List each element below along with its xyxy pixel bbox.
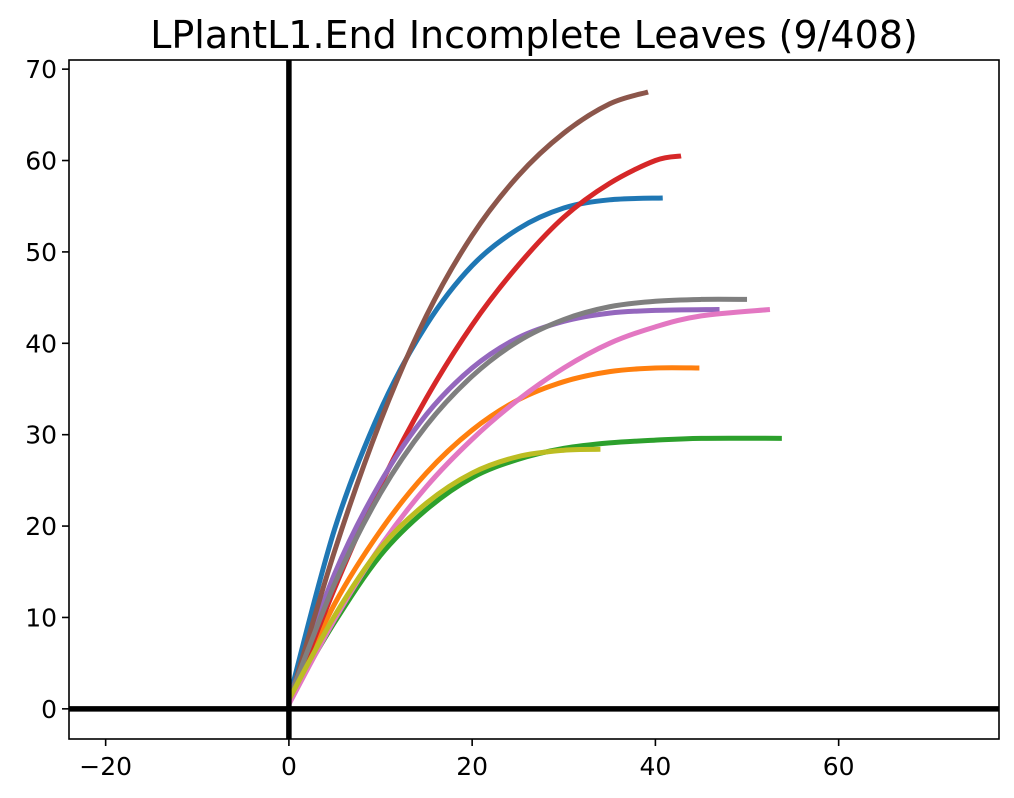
axes: −20 0 20 40 60 0 10 20 30 40 50 60 70	[25, 55, 1000, 781]
y-tick-label: 50	[25, 238, 57, 267]
series-line-9	[286, 446, 601, 701]
reference-lines	[69, 60, 999, 739]
y-tick-label: 70	[25, 55, 57, 84]
x-tick-label: −20	[79, 752, 132, 781]
y-tick-label: 60	[25, 147, 57, 176]
x-tick-label: 60	[823, 752, 855, 781]
series-line-3	[286, 435, 782, 701]
y-tick-label: 40	[25, 329, 57, 358]
series-line-5	[286, 306, 720, 701]
series-line-8	[286, 296, 748, 701]
series-line-2	[286, 365, 700, 701]
y-tick-label: 0	[41, 695, 57, 724]
series-line-1	[286, 195, 663, 701]
plot-area	[286, 89, 782, 706]
x-tick-label: 0	[281, 752, 297, 781]
y-tick-label: 10	[25, 603, 57, 632]
x-tick-label: 40	[639, 752, 671, 781]
x-tick-label: 20	[456, 752, 488, 781]
y-tick-label: 20	[25, 512, 57, 541]
chart-title: LPlantL1.End Incomplete Leaves (9/408)	[150, 13, 918, 57]
series-line-6	[286, 89, 649, 705]
plot-frame	[68, 59, 1000, 740]
y-tick-label: 30	[25, 421, 57, 450]
